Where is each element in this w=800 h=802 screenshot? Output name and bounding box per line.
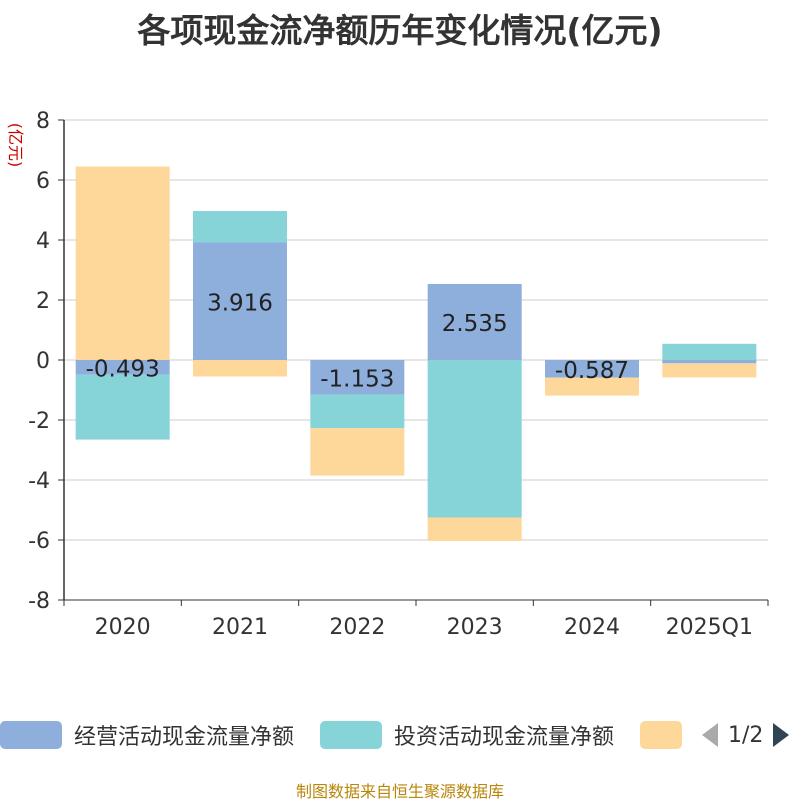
x-tick-label: 2024	[564, 615, 620, 640]
data-label: 2.535	[442, 311, 508, 337]
legend-item-investing[interactable]: 投资活动现金流量净额	[320, 720, 614, 750]
x-tick-label: 2020	[95, 615, 151, 640]
x-tick-label: 2022	[329, 615, 385, 640]
legend-page-indicator: 1/2	[728, 722, 764, 748]
x-tick-label: 2023	[447, 615, 503, 640]
bar-financing	[545, 377, 639, 396]
next-page-icon[interactable]	[771, 721, 791, 749]
y-tick-label: 8	[36, 109, 50, 134]
y-tick-label: -2	[28, 409, 50, 434]
chart-title: 各项现金流净额历年变化情况(亿元)	[137, 11, 663, 50]
bar-financing	[662, 363, 757, 378]
data-label: -1.153	[320, 366, 394, 392]
bar-investing	[427, 360, 522, 518]
x-tick-label: 2021	[212, 615, 268, 640]
y-tick-label: -4	[28, 469, 50, 494]
bar-financing	[310, 428, 405, 476]
legend-item-operating[interactable]: 经营活动现金流量净额	[0, 720, 294, 750]
bar-investing	[662, 343, 757, 360]
bar-operating	[545, 360, 639, 378]
legend-pager: 1/2	[700, 720, 791, 750]
legend: 经营活动现金流量净额 投资活动现金流量净额 1/2	[0, 712, 800, 758]
bar-operating	[193, 242, 287, 360]
bar-operating	[662, 360, 757, 364]
bar-investing	[75, 374, 170, 440]
bar-operating	[310, 360, 405, 395]
legend-swatch-investing	[320, 721, 382, 749]
bar-investing	[193, 211, 287, 243]
y-tick-label: -8	[28, 589, 50, 614]
source-note: 制图数据来自恒生聚源数据库	[295, 782, 504, 801]
legend-swatch-financing	[640, 721, 682, 749]
y-tick-label: 6	[36, 169, 50, 194]
y-axis-label: (亿元)	[6, 123, 25, 168]
legend-item-financing[interactable]	[640, 720, 682, 750]
bar-investing	[310, 394, 405, 429]
prev-page-icon[interactable]	[700, 721, 720, 749]
bar-operating	[427, 283, 522, 360]
y-tick-label: 0	[36, 349, 50, 374]
data-label: -0.493	[86, 356, 160, 382]
bar-financing	[427, 517, 522, 541]
legend-label-operating: 经营活动现金流量净额	[74, 725, 295, 750]
data-label: 3.916	[207, 290, 273, 316]
data-label: -0.587	[555, 358, 629, 384]
x-tick-label: 2025Q1	[666, 615, 753, 640]
y-tick-label: -6	[28, 529, 50, 554]
legend-label-investing: 投资活动现金流量净额	[394, 725, 615, 750]
y-tick-label: 2	[36, 289, 50, 314]
bar-financing	[193, 360, 287, 377]
legend-swatch-operating	[0, 721, 62, 749]
bar-operating	[75, 360, 170, 375]
bar-financing	[75, 166, 170, 360]
y-tick-label: 4	[36, 229, 50, 254]
